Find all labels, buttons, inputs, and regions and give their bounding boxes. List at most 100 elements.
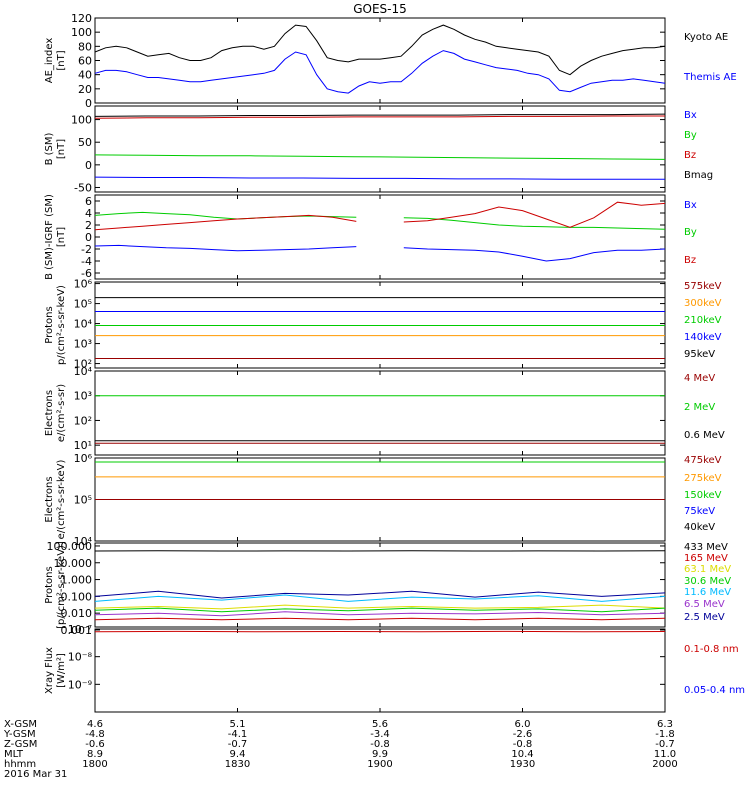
y-axis-label: Electrons — [44, 476, 55, 522]
footer-value: -3.4 — [370, 729, 390, 740]
series-line — [94, 176, 665, 180]
y-tick-label: 100.000 — [47, 540, 93, 553]
y-tick-label: 10³ — [74, 390, 92, 403]
y-tick-label: 10⁻⁷ — [68, 623, 92, 636]
y-tick-label: -2 — [81, 243, 92, 256]
footer-value: 1800 — [82, 759, 107, 770]
y-tick-label: -6 — [81, 267, 92, 280]
series-line — [94, 211, 666, 230]
footer-value: 5.1 — [230, 719, 246, 730]
y-axis-label: [nT] — [56, 139, 67, 159]
legend-entry: 575keV — [684, 281, 722, 292]
legend-entry: 63.1 MeV — [684, 564, 731, 575]
y-axis-label: [nT] — [56, 50, 67, 70]
y-tick-label: 4 — [85, 207, 92, 220]
footer-value: 2000 — [652, 759, 677, 770]
y-axis-label: Electrons — [44, 390, 55, 436]
footer-value: 5.6 — [372, 719, 388, 730]
footer-row-label: Y-GSM — [3, 729, 36, 740]
panel-7: 0.001 0.010 0.100 1.000 10.000 100.000 Protons… — [44, 540, 731, 637]
legend-entry: Themis AE — [683, 72, 737, 83]
y-tick-label: 10⁻⁹ — [68, 678, 92, 691]
y-tick-label: 10⁶ — [74, 278, 93, 291]
legend-entry: 475keV — [684, 455, 722, 466]
series-line — [94, 590, 666, 599]
legend-entry: 2 MeV — [684, 402, 715, 413]
legend-entry: 140keV — [684, 332, 722, 343]
panel-frame — [94, 628, 666, 713]
y-axis-label: e/(cm²-s-sr) — [56, 384, 67, 442]
legend-entry: By — [684, 227, 697, 238]
y-tick-label: 10⁵ — [74, 494, 92, 507]
legend-entry: 0.6 MeV — [684, 430, 725, 441]
footer-group: X-GSM 4.6 5.1 5.6 6.0 6.3 Y-GSM -4.8 -4.1 -3.4 -2.… — [3, 719, 678, 780]
y-tick-label: 0.001 — [61, 624, 93, 637]
series-line — [94, 154, 666, 160]
footer-date: 2016 Mar 31 — [4, 769, 67, 780]
series-line — [94, 594, 666, 602]
legend-entry: Bmag — [684, 170, 713, 181]
y-tick-label: 1.000 — [61, 574, 93, 587]
legend-entry: 0.05-0.4 nm — [684, 685, 745, 696]
legend-entry: 4 MeV — [684, 373, 715, 384]
series-line — [94, 604, 666, 610]
y-tick-label: 80 — [78, 40, 92, 53]
y-axis-label: Xray Flux — [44, 647, 55, 694]
y-tick-label: 10⁴ — [74, 365, 93, 378]
panel-4: 10² 10³ 10⁴ 10⁵ 10⁶ Protons p/(cm²-s-sr-keV) 57… — [44, 278, 722, 371]
y-tick-label: 120 — [71, 12, 92, 25]
footer-value: -4.1 — [228, 729, 248, 740]
series-line — [94, 50, 666, 94]
y-tick-label: 0.100 — [61, 590, 93, 603]
legend-entry: 2.5 MeV — [684, 612, 725, 623]
y-axis-label: p/(cm²-s-sr-keV) — [56, 285, 67, 365]
legend-entry: By — [684, 130, 697, 141]
panel-8: 10⁻⁹ 10⁻⁸ 10⁻⁷ Xray Flux [W/m²] 0.1-0.8 nm 0.0… — [44, 623, 745, 713]
footer-row-label: MLT — [4, 749, 24, 760]
footer-value: 1900 — [367, 759, 392, 770]
y-tick-label: 0 — [85, 97, 92, 110]
legend-entry: Bz — [684, 150, 696, 161]
y-tick-label: 10² — [74, 414, 92, 427]
y-tick-label: 40 — [78, 69, 92, 82]
panel-frame — [94, 17, 666, 104]
y-axis-label: e/(cm²-s-sr-keV) — [56, 460, 67, 540]
footer-value: -1.8 — [655, 729, 675, 740]
y-tick-label: 2 — [85, 219, 92, 232]
panel-2: -50 0 50 100 B (SM) [nT] Bx By Bz Bmag — [44, 105, 713, 194]
footer-row-label: hhmm — [4, 759, 36, 770]
series-line — [94, 24, 666, 76]
footer-value: 9.4 — [230, 749, 246, 760]
series-line — [94, 115, 665, 119]
series-line — [94, 244, 666, 262]
legend-entry: 0.1-0.8 nm — [684, 644, 739, 655]
y-tick-label: 100 — [71, 26, 92, 39]
panel-frame — [94, 370, 666, 456]
legend-entry: 95keV — [684, 349, 715, 360]
footer-value: 6.3 — [657, 719, 673, 730]
legend-entry: Bx — [684, 200, 697, 211]
series-line — [94, 201, 666, 231]
y-tick-label: 10⁵ — [74, 298, 92, 311]
y-axis-label: [W/m²] — [56, 653, 67, 688]
footer-value: -2.6 — [513, 729, 533, 740]
legend-entry: 11.6 MeV — [684, 587, 731, 598]
legend-entry: 275keV — [684, 473, 722, 484]
footer-value: -0.8 — [370, 739, 390, 750]
series-line — [94, 611, 666, 617]
footer-value: 8.9 — [87, 749, 103, 760]
panel-frame — [94, 194, 666, 280]
footer-value: 4.6 — [87, 719, 103, 730]
y-tick-label: 50 — [78, 136, 92, 149]
y-tick-label: 10² — [74, 358, 92, 371]
y-axis-label: B (SM)-IGRF (SM) — [44, 194, 55, 280]
legend-entry: 433 MeV — [684, 542, 728, 553]
y-axis-label: Protons — [44, 306, 55, 343]
footer-value: 6.0 — [515, 719, 531, 730]
legend-entry: 300keV — [684, 298, 722, 309]
footer-value: -0.7 — [655, 739, 675, 750]
y-axis-label: Protons — [44, 566, 55, 603]
series-line — [94, 607, 666, 613]
